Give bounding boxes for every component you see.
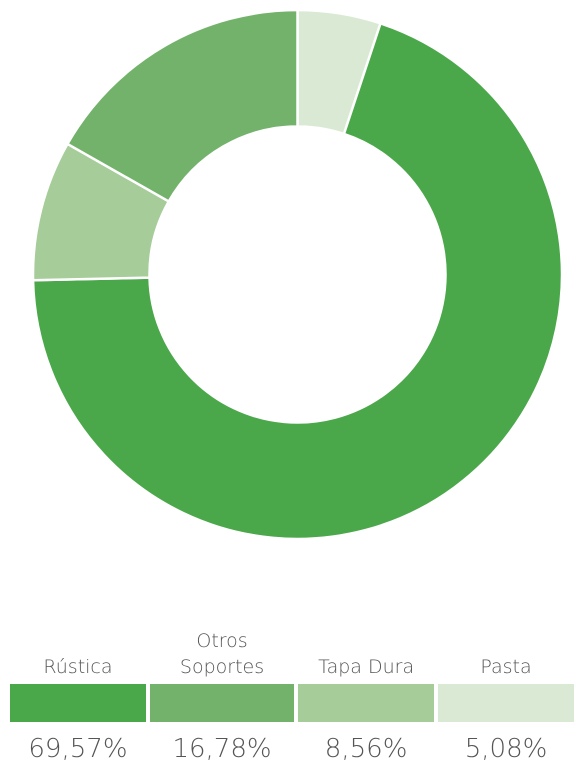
legend-item: Otros Soportes 16,78% bbox=[149, 620, 295, 764]
value-label: 5,08% bbox=[464, 734, 548, 764]
legend-item: Pasta 5,08% bbox=[438, 620, 574, 764]
legend-label: Rústica bbox=[43, 656, 113, 678]
legend-swatch bbox=[298, 684, 435, 722]
legend-label: Tapa Dura bbox=[318, 656, 415, 678]
legend-swatch bbox=[149, 684, 295, 722]
legend-label: Pasta bbox=[480, 656, 532, 678]
value-label: 16,78% bbox=[172, 734, 272, 764]
legend-swatch bbox=[10, 684, 146, 722]
legend-item: Rústica 69,57% bbox=[10, 620, 146, 764]
donut-slice bbox=[31, 21, 564, 541]
legend-item: Tapa Dura 8,56% bbox=[298, 620, 435, 764]
value-label: 69,57% bbox=[28, 734, 128, 764]
legend: Rústica 69,57% Otros Soportes 16,78% Tapa Du… bbox=[10, 620, 574, 764]
legend-label: Otros Soportes bbox=[179, 630, 265, 678]
chart bbox=[31, 8, 564, 541]
donut-slice bbox=[65, 8, 299, 204]
value-label: 8,56% bbox=[324, 734, 408, 764]
legend-swatch bbox=[438, 684, 574, 722]
